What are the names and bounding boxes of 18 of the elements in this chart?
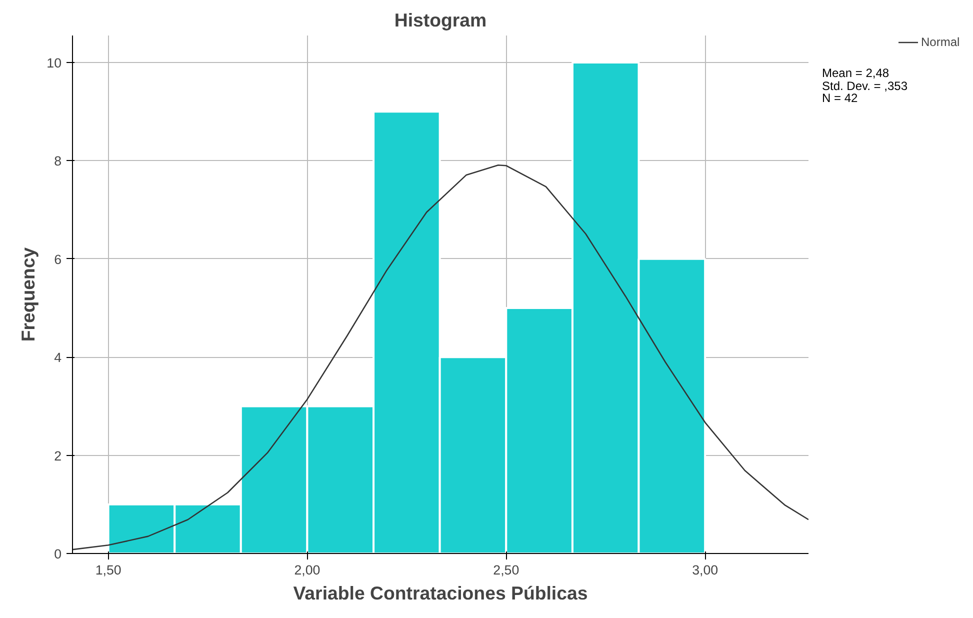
annotation: N = 42	[822, 92, 859, 104]
y-tick-label: 6	[54, 252, 62, 267]
legend-label: Normal	[921, 35, 960, 49]
y-tick-label: 8	[54, 154, 62, 169]
line-series	[72, 164, 808, 550]
y-tick-label: 4	[54, 350, 62, 366]
y-tick-label: 10	[46, 56, 62, 71]
y-axis-title: Frequency	[18, 246, 39, 342]
x-tick-label: 2,00	[294, 562, 320, 578]
annotation: Std. Dev. = ,353	[822, 80, 908, 92]
x-tick-label: 3,00	[692, 562, 718, 578]
x-tick-label: 1,50	[95, 562, 122, 578]
annotation: Mean = 2,48	[822, 67, 890, 80]
x-tick-label: 2,50	[493, 562, 520, 578]
x-axis-title: Variable Contrataciones Públicas	[293, 582, 588, 604]
y-tick-label: 0	[54, 546, 62, 562]
y-tick-label: 2	[54, 448, 62, 464]
chart-title: Histogram	[394, 10, 487, 30]
